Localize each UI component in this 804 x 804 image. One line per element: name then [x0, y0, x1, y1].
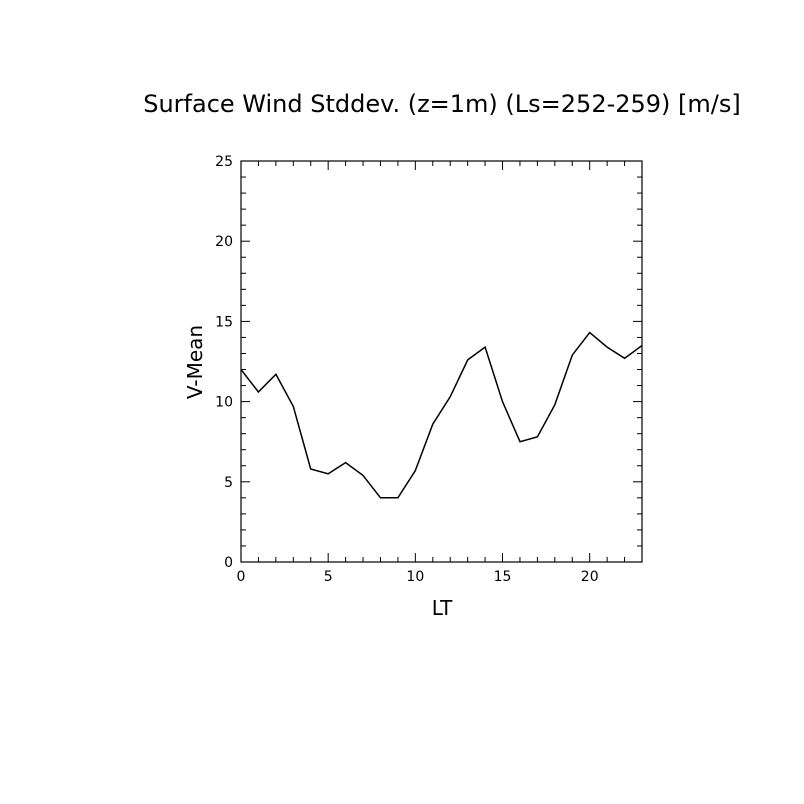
- y-axis-label: V-Mean: [183, 325, 207, 399]
- x-tick-label: 5: [324, 569, 333, 585]
- y-tick-label: 10: [215, 395, 233, 411]
- series-layer: [240, 331, 643, 499]
- chart-title: Surface Wind Stddev. (z=1m) (Ls=252-259)…: [143, 90, 741, 118]
- plot-area-border: [240, 160, 643, 563]
- y-axis: 0 5 10 15 20 25: [215, 154, 642, 571]
- x-axis: 0 5 10 15 20: [237, 161, 643, 585]
- y-tick-label: 0: [224, 555, 233, 571]
- y-tick-label: 5: [224, 475, 233, 491]
- plot-frame: [240, 160, 643, 563]
- y-tick-label: 15: [215, 314, 233, 330]
- x-tick-label: 0: [237, 569, 246, 585]
- y-tick-label: 20: [215, 234, 233, 250]
- y-tick-label: 25: [215, 154, 233, 170]
- x-tick-label: 20: [581, 569, 599, 585]
- x-tick-label: 15: [494, 569, 512, 585]
- x-axis-label: LT: [432, 596, 453, 620]
- x-tick-label: 10: [406, 569, 424, 585]
- series-line: [240, 331, 643, 499]
